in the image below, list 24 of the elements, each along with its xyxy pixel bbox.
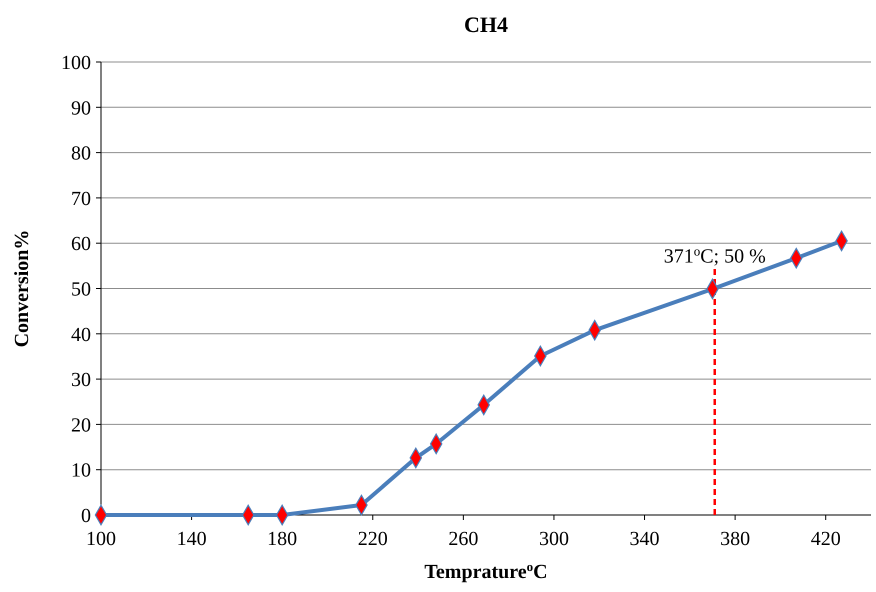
y-tick-label: 70 [71,188,91,210]
y-tick-label: 10 [71,460,91,482]
y-tick-label: 50 [71,278,91,300]
y-tick-label: 30 [71,369,91,392]
chart-title: CH4 [464,12,508,37]
y-tick-label: 0 [81,505,91,527]
annotation: 371$^{o}$C; 50 % [664,243,766,268]
y-tick-label: 60 [71,233,91,256]
x-tick-label: 180 [267,528,298,550]
x-tick-label: 140 [176,528,207,550]
x-tick-label: 300 [538,528,569,550]
x-tick-label: 100 [86,528,116,550]
y-axis-title: Conversion% [11,230,33,348]
y-tick-label: 100 [61,52,91,74]
y-tick-label: 80 [71,142,91,165]
y-tick-label: 40 [71,324,91,346]
y-tick-label: 90 [71,97,91,120]
x-axis-title: Temprature$^{o}$C [424,558,548,583]
y-tick-label: 20 [71,414,91,436]
x-tick-label: 420 [810,528,841,550]
x-tick-label: 380 [720,528,750,550]
x-tick-label: 220 [358,528,388,550]
x-tick-label: 260 [448,528,478,550]
x-tick-label: 340 [630,528,660,550]
